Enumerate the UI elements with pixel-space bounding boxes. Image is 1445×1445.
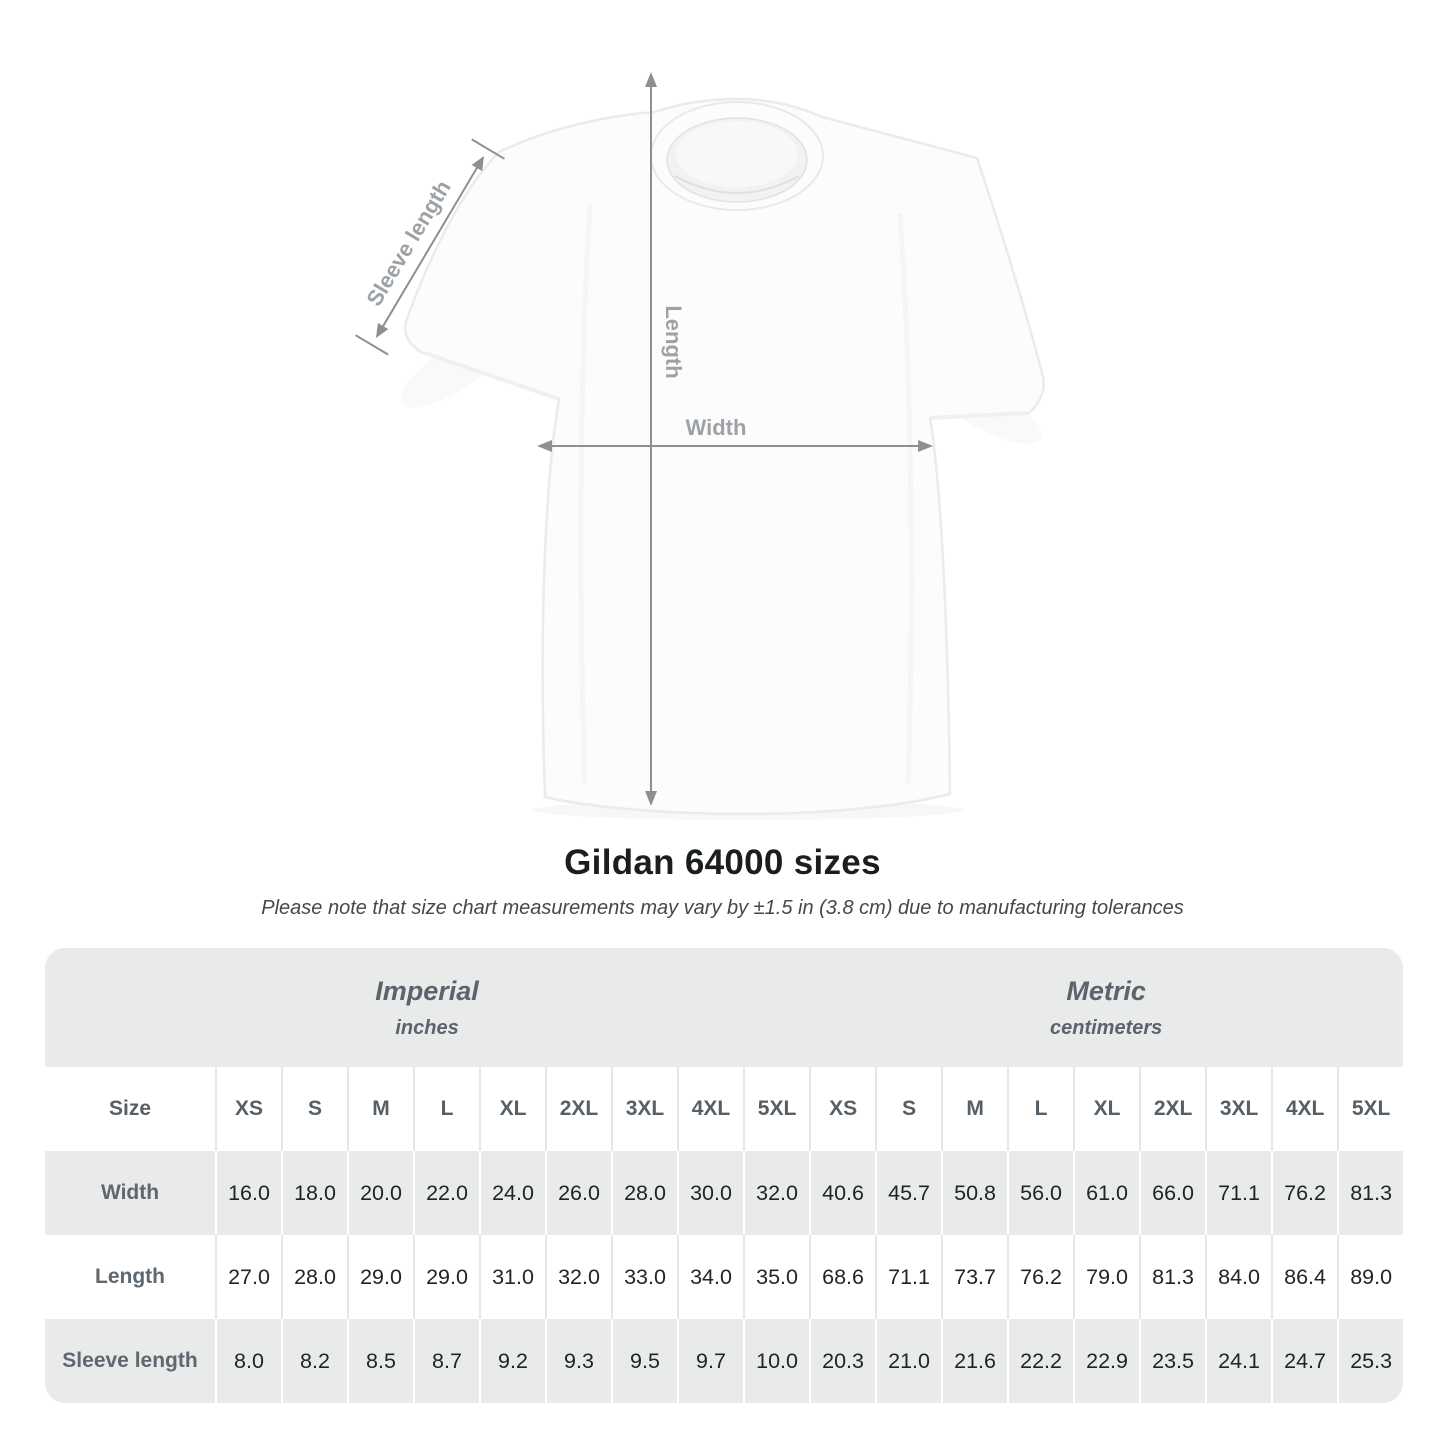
- value-cell: 8.0: [215, 1319, 281, 1403]
- value-cell: 71.1: [1205, 1151, 1272, 1235]
- value-cell: 66.0: [1139, 1151, 1206, 1235]
- tolerance-note: Please note that size chart measurements…: [261, 897, 1184, 919]
- unit-group-header-row: Imperial inches Metric centimeters: [45, 948, 1404, 1067]
- imperial-unit-label: inches: [395, 1017, 459, 1039]
- imperial-label: Imperial: [375, 976, 479, 1006]
- value-cell: 28.0: [611, 1151, 677, 1235]
- size-col-header: 4XL: [1271, 1067, 1338, 1151]
- tshirt-measurement-figure: Sleeve length Length Width: [355, 72, 1046, 816]
- table-row: Length 27.0 28.0 29.0 29.0 31.0 32.0 33.0 34.0 35…: [45, 1235, 1404, 1319]
- row-label: Width: [45, 1151, 215, 1235]
- value-cell: 23.5: [1139, 1319, 1206, 1403]
- metric-unit-label: centimeters: [1049, 1017, 1163, 1039]
- value-cell: 9.5: [611, 1319, 677, 1403]
- value-cell: 29.0: [413, 1235, 479, 1319]
- size-table: Imperial inches Metric centimeters Size …: [45, 948, 1404, 1403]
- value-cell: 73.7: [941, 1235, 1008, 1319]
- value-cell: 76.2: [1271, 1151, 1338, 1235]
- value-cell: 9.7: [677, 1319, 743, 1403]
- value-cell: 45.7: [875, 1151, 942, 1235]
- value-cell: 29.0: [347, 1235, 413, 1319]
- imperial-group-header: Imperial inches: [45, 948, 810, 1067]
- value-cell: 16.0: [215, 1151, 281, 1235]
- size-col-header: S: [875, 1067, 942, 1151]
- value-cell: 32.0: [545, 1235, 611, 1319]
- metric-label: Metric: [1066, 976, 1146, 1006]
- tshirt-collar: [650, 101, 824, 211]
- width-dimension-arrow: [537, 440, 933, 452]
- value-cell: 8.5: [347, 1319, 413, 1403]
- value-cell: 86.4: [1271, 1235, 1338, 1319]
- value-cell: 27.0: [215, 1235, 281, 1319]
- value-cell: 18.0: [281, 1151, 347, 1235]
- value-cell: 68.6: [809, 1235, 876, 1319]
- table-row: Sleeve length 8.0 8.2 8.5 8.7 9.2 9.3 9.5 9.7 10.…: [45, 1319, 1404, 1403]
- size-col-header: 5XL: [1337, 1067, 1404, 1151]
- table-row: Width 16.0 18.0 20.0 22.0 24.0 26.0 28.0 30.0 32.…: [45, 1151, 1404, 1235]
- length-dimension-arrow: [645, 72, 657, 806]
- tshirt-illustration: [403, 97, 1046, 816]
- size-col-header: L: [1007, 1067, 1074, 1151]
- value-cell: 20.3: [809, 1319, 876, 1403]
- sleeve-dimension-arrow: [355, 138, 505, 356]
- value-cell: 9.3: [545, 1319, 611, 1403]
- page-title: Gildan 64000 sizes: [564, 843, 881, 882]
- value-cell: 81.3: [1139, 1235, 1206, 1319]
- value-cell: 40.6: [809, 1151, 876, 1235]
- size-col-header: 4XL: [677, 1067, 743, 1151]
- value-cell: 56.0: [1007, 1151, 1074, 1235]
- value-cell: 32.0: [743, 1151, 810, 1235]
- size-col-header: 2XL: [545, 1067, 611, 1151]
- size-col-header: M: [347, 1067, 413, 1151]
- value-cell: 9.2: [479, 1319, 545, 1403]
- value-cell: 22.0: [413, 1151, 479, 1235]
- value-cell: 25.3: [1337, 1319, 1404, 1403]
- value-cell: 84.0: [1205, 1235, 1272, 1319]
- value-cell: 89.0: [1337, 1235, 1404, 1319]
- value-cell: 24.0: [479, 1151, 545, 1235]
- metric-group-header: Metric centimeters: [809, 948, 1404, 1067]
- value-cell: 24.7: [1271, 1319, 1338, 1403]
- width-label: Width: [686, 415, 747, 440]
- size-col-header: S: [281, 1067, 347, 1151]
- value-cell: 8.7: [413, 1319, 479, 1403]
- size-col-header: 2XL: [1139, 1067, 1206, 1151]
- row-label: Sleeve length: [45, 1319, 215, 1403]
- value-cell: 61.0: [1073, 1151, 1140, 1235]
- value-cell: 33.0: [611, 1235, 677, 1319]
- value-cell: 81.3: [1337, 1151, 1404, 1235]
- value-cell: 79.0: [1073, 1235, 1140, 1319]
- value-cell: 22.9: [1073, 1319, 1140, 1403]
- value-cell: 30.0: [677, 1151, 743, 1235]
- value-cell: 28.0: [281, 1235, 347, 1319]
- size-col-header: 3XL: [1205, 1067, 1272, 1151]
- value-cell: 21.0: [875, 1319, 942, 1403]
- sizes-header-row: Size XS S M L XL 2XL 3XL 4XL 5XL XS S M L XL 2XL 3XL 4XL…: [45, 1067, 1404, 1151]
- value-cell: 26.0: [545, 1151, 611, 1235]
- value-cell: 8.2: [281, 1319, 347, 1403]
- value-cell: 34.0: [677, 1235, 743, 1319]
- size-col-header: M: [941, 1067, 1008, 1151]
- length-label: Length: [661, 305, 686, 378]
- value-cell: 22.2: [1007, 1319, 1074, 1403]
- size-col-header: 3XL: [611, 1067, 677, 1151]
- size-col-header: XS: [809, 1067, 876, 1151]
- size-col-header: L: [413, 1067, 479, 1151]
- value-cell: 71.1: [875, 1235, 942, 1319]
- value-cell: 31.0: [479, 1235, 545, 1319]
- size-col-header: XL: [1073, 1067, 1140, 1151]
- value-cell: 76.2: [1007, 1235, 1074, 1319]
- size-col-header: XL: [479, 1067, 545, 1151]
- value-cell: 20.0: [347, 1151, 413, 1235]
- value-cell: 21.6: [941, 1319, 1008, 1403]
- value-cell: 35.0: [743, 1235, 810, 1319]
- size-col-header: XS: [215, 1067, 281, 1151]
- value-cell: 24.1: [1205, 1319, 1272, 1403]
- value-cell: 10.0: [743, 1319, 810, 1403]
- row-label: Length: [45, 1235, 215, 1319]
- size-column-header: Size: [45, 1067, 215, 1151]
- value-cell: 50.8: [941, 1151, 1008, 1235]
- size-col-header: 5XL: [743, 1067, 810, 1151]
